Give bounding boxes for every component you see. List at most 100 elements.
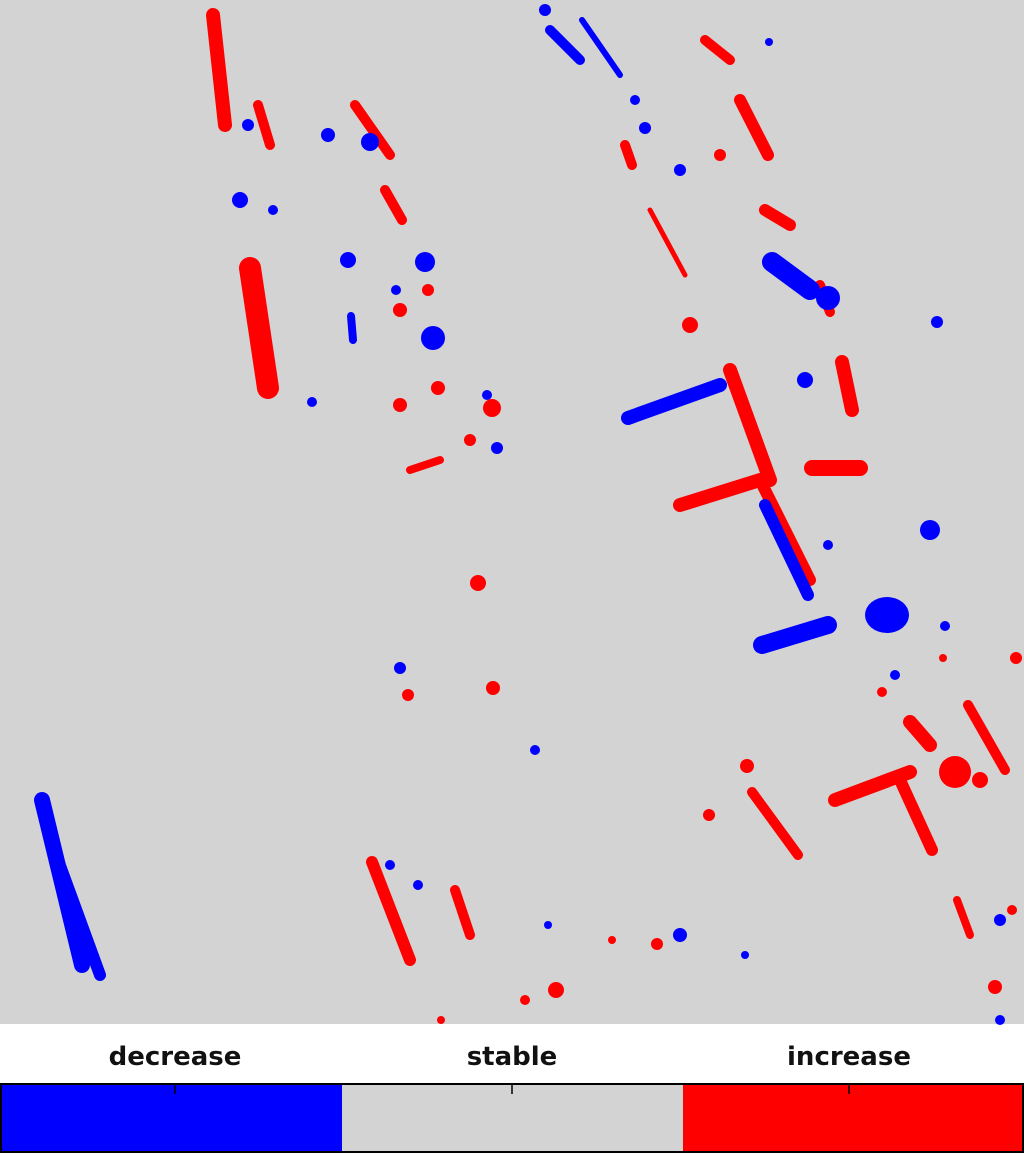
legend-label: stable xyxy=(467,1042,558,1072)
decrease-region xyxy=(545,25,585,65)
decrease-region xyxy=(674,164,686,176)
decrease-region xyxy=(797,372,813,388)
increase-region xyxy=(703,809,715,821)
decrease-region xyxy=(321,128,335,142)
decrease-region xyxy=(753,616,837,654)
map-background xyxy=(0,0,1024,1024)
increase-region xyxy=(393,398,407,412)
colorbar-segment xyxy=(1,1084,342,1152)
decrease-region xyxy=(530,745,540,755)
increase-region xyxy=(894,774,938,856)
increase-region xyxy=(734,94,774,161)
increase-region xyxy=(548,982,564,998)
decrease-region xyxy=(762,252,820,300)
decrease-region xyxy=(539,4,551,16)
increase-region xyxy=(740,759,754,773)
decrease-region xyxy=(673,928,687,942)
decrease-region xyxy=(741,951,749,959)
increase-region xyxy=(470,575,486,591)
increase-region xyxy=(647,207,688,278)
increase-region xyxy=(747,787,803,860)
decrease-region xyxy=(482,390,492,400)
decrease-region xyxy=(816,286,840,310)
decrease-region xyxy=(52,854,106,981)
decrease-region xyxy=(995,1015,1005,1025)
decrease-region xyxy=(890,670,900,680)
decrease-region xyxy=(307,397,317,407)
increase-region xyxy=(972,772,988,788)
decrease-region xyxy=(415,252,435,272)
increase-region xyxy=(350,100,395,160)
increase-regions xyxy=(206,8,1022,1024)
legend-label: decrease xyxy=(109,1042,242,1072)
decrease-region xyxy=(391,285,401,295)
increase-region xyxy=(393,303,407,317)
increase-region xyxy=(939,654,947,662)
increase-region xyxy=(450,885,475,940)
increase-region xyxy=(402,689,414,701)
increase-region xyxy=(239,257,279,399)
legend-label: increase xyxy=(787,1042,911,1072)
decrease-region xyxy=(340,252,356,268)
increase-region xyxy=(486,681,500,695)
colorbar-segment xyxy=(683,1084,1023,1152)
decrease-region xyxy=(621,378,727,425)
increase-region xyxy=(464,434,476,446)
decrease-region xyxy=(491,442,503,454)
increase-region xyxy=(431,381,445,395)
increase-region xyxy=(714,149,726,161)
decrease-region xyxy=(268,205,278,215)
increase-region xyxy=(754,474,816,586)
decrease-region xyxy=(759,499,814,601)
increase-region xyxy=(1007,905,1017,915)
increase-region xyxy=(903,715,937,752)
increase-region xyxy=(620,140,637,170)
decrease-region xyxy=(232,192,248,208)
colorbar-segment xyxy=(342,1084,683,1152)
increase-region xyxy=(1010,652,1022,664)
increase-region xyxy=(673,473,767,512)
increase-region xyxy=(483,399,501,417)
increase-region xyxy=(963,700,1010,775)
increase-region xyxy=(988,980,1002,994)
decrease-region xyxy=(994,914,1006,926)
decrease-region xyxy=(579,17,623,78)
increase-region xyxy=(723,363,777,487)
increase-region xyxy=(835,355,859,417)
decrease-region xyxy=(765,38,773,46)
increase-region xyxy=(700,35,735,65)
increase-region xyxy=(520,995,530,1005)
decrease-region xyxy=(940,621,950,631)
decrease-region xyxy=(347,312,357,344)
increase-region xyxy=(206,8,232,132)
decrease-region xyxy=(385,860,395,870)
decrease-region xyxy=(421,326,445,350)
decrease-region xyxy=(361,133,379,151)
decrease-region xyxy=(242,119,254,131)
decrease-region xyxy=(630,95,640,105)
decrease-region xyxy=(865,597,909,633)
increase-region xyxy=(406,456,444,474)
increase-region xyxy=(437,1016,445,1024)
increase-region xyxy=(422,284,434,296)
increase-region xyxy=(366,856,416,966)
increase-region xyxy=(608,936,616,944)
decrease-region xyxy=(931,316,943,328)
decrease-region xyxy=(544,921,552,929)
increase-region xyxy=(939,756,971,788)
increase-region xyxy=(380,185,407,225)
increase-region xyxy=(253,100,275,150)
decrease-region xyxy=(394,662,406,674)
increase-region xyxy=(759,204,796,231)
decrease-regions xyxy=(34,4,1006,1025)
increase-region xyxy=(877,687,887,697)
decrease-region xyxy=(413,880,423,890)
colorbar xyxy=(0,1083,1024,1153)
increase-region xyxy=(953,896,974,939)
increase-region xyxy=(682,317,698,333)
decrease-region xyxy=(639,122,651,134)
decrease-region xyxy=(823,540,833,550)
decrease-region xyxy=(920,520,940,540)
increase-region xyxy=(651,938,663,950)
